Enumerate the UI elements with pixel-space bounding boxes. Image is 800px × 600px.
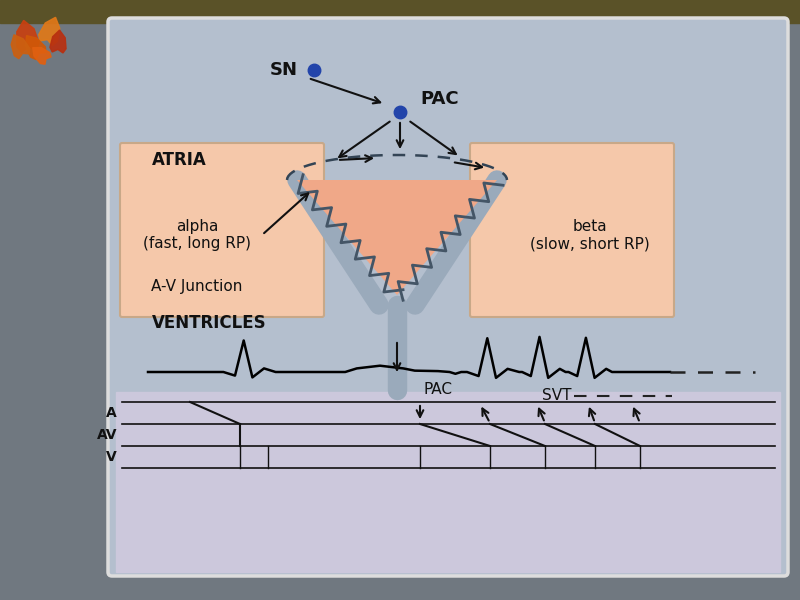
Bar <box>0 0 800 23</box>
FancyBboxPatch shape <box>108 18 788 576</box>
Text: A-V Junction: A-V Junction <box>151 280 242 295</box>
Text: PAC: PAC <box>423 382 453 397</box>
Text: AV: AV <box>97 428 117 442</box>
FancyBboxPatch shape <box>470 143 674 317</box>
Text: beta
(slow, short RP): beta (slow, short RP) <box>530 219 650 251</box>
Text: alpha
(fast, long RP): alpha (fast, long RP) <box>143 219 251 251</box>
Polygon shape <box>33 47 51 64</box>
Bar <box>116 392 780 572</box>
Polygon shape <box>38 17 60 46</box>
FancyBboxPatch shape <box>120 143 324 317</box>
Polygon shape <box>17 20 39 52</box>
Polygon shape <box>297 180 497 295</box>
Text: V: V <box>106 450 117 464</box>
Text: ATRIA: ATRIA <box>152 151 206 169</box>
Text: A: A <box>106 406 117 420</box>
Polygon shape <box>11 35 30 59</box>
Text: PAC: PAC <box>420 90 458 108</box>
Polygon shape <box>26 35 46 59</box>
Polygon shape <box>50 30 66 53</box>
Text: SN: SN <box>270 61 298 79</box>
Text: VENTRICLES: VENTRICLES <box>152 314 266 332</box>
Text: SVT: SVT <box>542 388 571 403</box>
